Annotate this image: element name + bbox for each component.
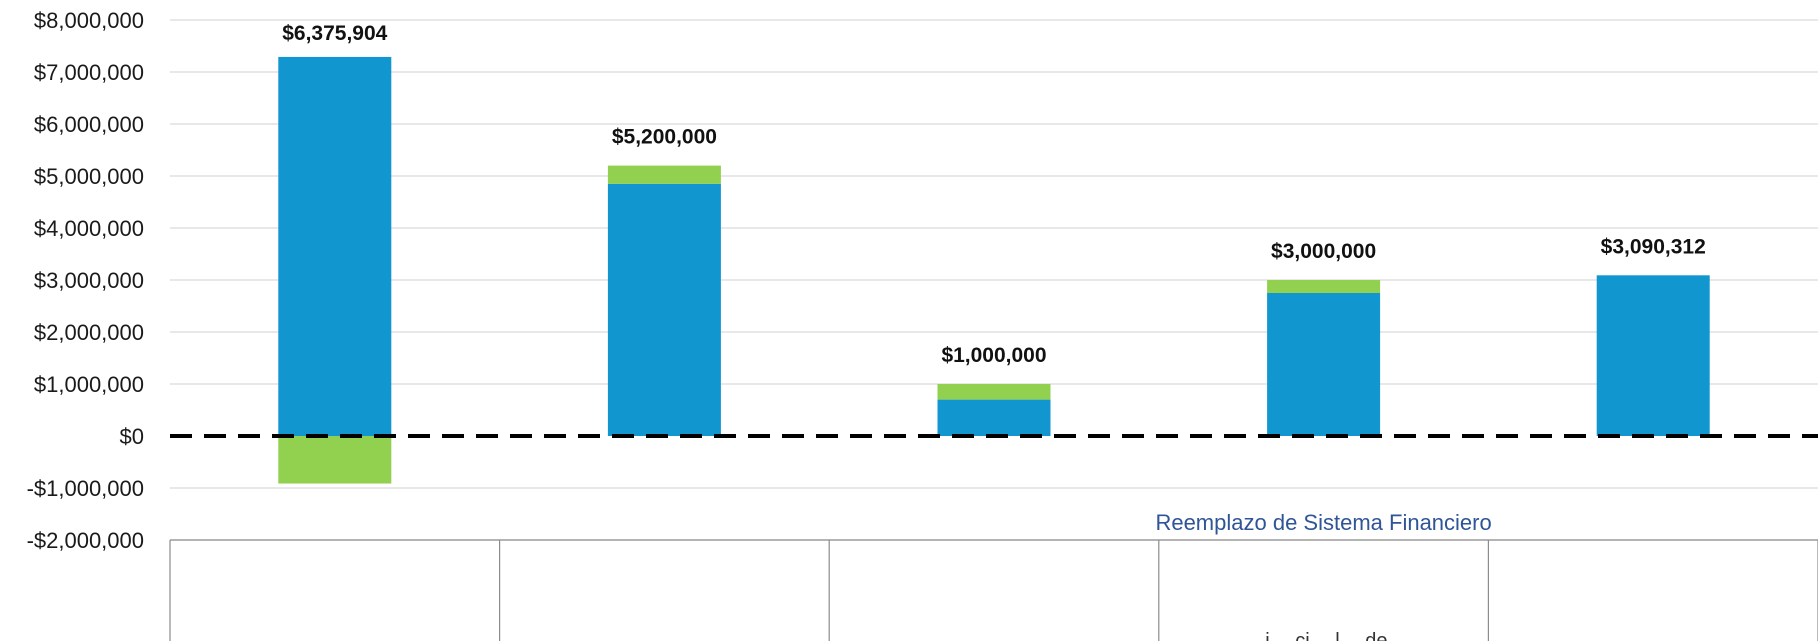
- y-tick-label: $1,000,000: [34, 372, 144, 397]
- grid-lines: [170, 19, 1818, 541]
- data-label: $3,090,312: [1601, 235, 1706, 258]
- bars: [278, 56, 1710, 484]
- category-label-partial: … i… ci… l… de…: [1240, 630, 1408, 641]
- y-axis-tick-labels: -$2,000,000 -$1,000,000 $0 $1,000,000 $2,000…: [27, 8, 144, 553]
- bar-segment: [278, 56, 392, 437]
- data-label: $6,375,904: [282, 22, 387, 45]
- y-tick-label: $4,000,000: [34, 216, 144, 241]
- bar-segment: [607, 183, 721, 436]
- annotations: Reemplazo de Sistema Financiero … i… ci… …: [1155, 510, 1491, 641]
- data-label: $1,000,000: [941, 344, 1046, 367]
- y-tick-label: $8,000,000: [34, 8, 144, 33]
- y-tick-label: $7,000,000: [34, 60, 144, 85]
- x-axis: [169, 539, 1818, 641]
- bar-segment: [937, 399, 1051, 436]
- y-tick-label: $0: [120, 424, 144, 449]
- y-tick-label: $6,000,000: [34, 112, 144, 137]
- y-tick-label: $3,000,000: [34, 268, 144, 293]
- bar-segment: [1596, 275, 1710, 436]
- data-labels: $6,375,904 $5,200,000 $1,000,000 $3,000,000…: [282, 22, 1706, 367]
- y-tick-label: -$2,000,000: [27, 528, 144, 553]
- bar-segment: [1267, 280, 1381, 293]
- bar-segment: [607, 165, 721, 184]
- data-label: $5,200,000: [612, 126, 717, 149]
- y-tick-label: $2,000,000: [34, 320, 144, 345]
- bar-segment: [937, 384, 1051, 400]
- y-tick-label: -$1,000,000: [27, 476, 144, 501]
- bar-segment: [1267, 293, 1381, 436]
- annotation-label: Reemplazo de Sistema Financiero: [1155, 510, 1491, 535]
- bar-segment: [278, 436, 392, 484]
- data-label: $3,000,000: [1271, 240, 1376, 263]
- y-tick-label: $5,000,000: [34, 164, 144, 189]
